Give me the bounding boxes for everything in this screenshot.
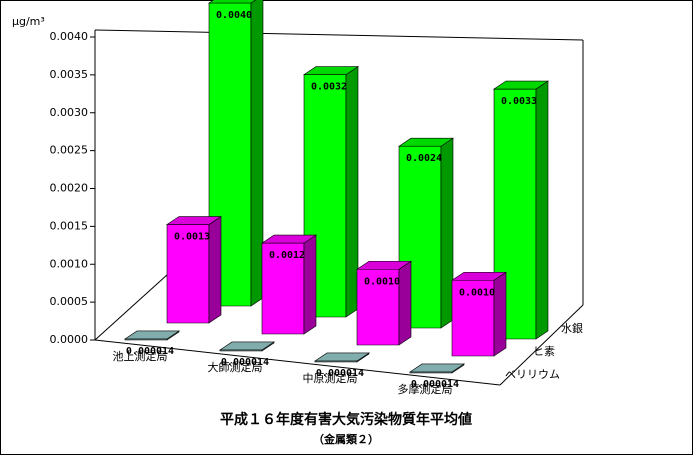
bar (166, 215, 222, 324)
bar-top (166, 216, 222, 225)
value-label: 0.0040 (216, 10, 252, 21)
bar-top (261, 234, 317, 244)
bar (451, 271, 507, 357)
chart-subtitle: （金属類２） (313, 432, 379, 446)
value-label: 0.000014 (316, 368, 364, 379)
y-tick-label: 0.0040 (50, 30, 89, 43)
y-tick-label: 0.0000 (50, 333, 89, 346)
y-tick-label: 0.0020 (50, 182, 89, 195)
bar-top (124, 330, 180, 340)
value-label: 0.0012 (269, 250, 305, 261)
value-label: 0.000014 (126, 346, 174, 357)
bar-side (250, 0, 264, 307)
bar-top (219, 341, 275, 351)
bar-top (303, 66, 359, 75)
chart-title: 平成１６年度有害大気汚染物質年平均値 (220, 411, 472, 428)
bar-side (493, 271, 507, 357)
value-label: 0.0024 (406, 153, 442, 164)
y-tick-label: 0.0035 (50, 68, 89, 81)
bar-top (451, 271, 507, 281)
value-label: 0.0033 (501, 96, 537, 107)
bar (314, 352, 370, 363)
bar (356, 260, 412, 346)
bar-side (535, 80, 549, 340)
bar-top (208, 0, 257, 4)
x-tick-label: 多摩測定局 (398, 382, 453, 396)
value-label: 0.0010 (459, 287, 495, 298)
bar (219, 341, 275, 352)
value-label: 0.0032 (311, 82, 347, 93)
bar-side (303, 234, 317, 335)
bar-side (208, 215, 222, 324)
y-tick-label: 0.0015 (50, 219, 89, 232)
bar-side (440, 137, 454, 329)
bar-top (314, 352, 370, 362)
bar-top (398, 137, 454, 147)
value-label: 0.000014 (221, 357, 269, 368)
bar-side (345, 66, 359, 318)
bar (261, 234, 317, 335)
y-tick-label: 0.0010 (50, 257, 89, 270)
x-tick-label: 中原測定局 (303, 371, 358, 385)
legend-label: ヒ素 (533, 345, 555, 358)
value-label: 0.000014 (411, 379, 459, 390)
bar-top (409, 363, 465, 373)
x-tick-label: 大師測定局 (208, 360, 263, 374)
y-tick-label: 0.0030 (50, 106, 89, 119)
bar-top (356, 260, 412, 270)
bar (409, 363, 465, 374)
bar-top (493, 80, 549, 90)
x-tick-label: 池上測定局 (113, 349, 168, 363)
y-tick-label: 0.0025 (50, 144, 89, 157)
bar (124, 330, 180, 341)
legend-label: ベリリウム (505, 368, 560, 381)
y-axis-label: μg/m³ (12, 15, 45, 28)
bar-side (398, 260, 412, 346)
value-label: 0.0010 (364, 276, 400, 287)
value-label: 0.0013 (174, 232, 210, 243)
y-tick-label: 0.0005 (50, 295, 89, 308)
legend-label: 水銀 (561, 321, 583, 335)
axes-box (94, 29, 584, 386)
